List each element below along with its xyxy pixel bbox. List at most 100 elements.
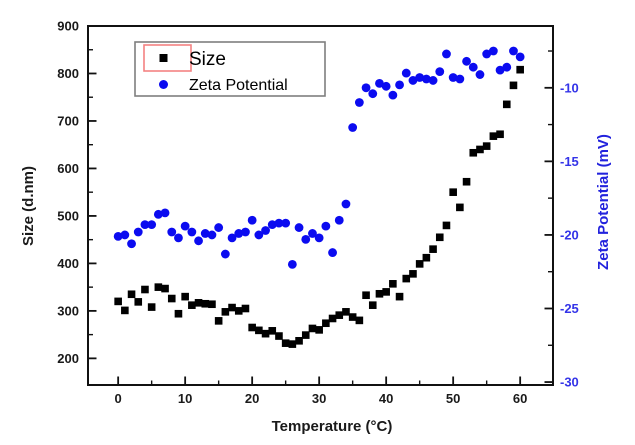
x-axis-tick-label: 0 — [115, 391, 122, 406]
y-right-tick-label: -15 — [560, 154, 579, 169]
zeta-data-point — [274, 218, 284, 228]
size-data-point — [462, 177, 471, 186]
zeta-data-point — [187, 227, 197, 237]
size-data-point — [402, 274, 411, 283]
zeta-data-point — [214, 223, 224, 232]
x-axis-tick-label: 40 — [379, 391, 393, 406]
x-axis-tick-label: 20 — [245, 391, 259, 406]
zeta-data-point — [509, 46, 518, 56]
size-data-point — [315, 326, 323, 334]
plot-frame — [87, 25, 554, 386]
size-data-point — [382, 288, 390, 296]
size-data-point — [342, 308, 350, 316]
zeta-data-point — [428, 76, 438, 85]
size-data-point — [456, 203, 464, 212]
size-data-point — [281, 339, 290, 347]
zeta-data-point — [267, 220, 277, 230]
size-data-point — [127, 290, 136, 299]
zeta-data-point — [227, 233, 237, 243]
zeta-data-point — [194, 236, 203, 246]
zeta-data-point — [301, 234, 311, 244]
size-data-point — [335, 311, 344, 319]
zeta-data-point — [113, 231, 123, 241]
zeta-data-point — [361, 83, 371, 93]
zeta-data-point — [200, 229, 210, 238]
size-data-point — [422, 253, 431, 262]
size-data-point — [348, 313, 357, 321]
zeta-data-point — [448, 73, 458, 82]
zeta-data-point — [388, 90, 398, 100]
zeta-data-point — [375, 78, 384, 88]
size-data-point — [375, 289, 384, 298]
zeta-data-point — [395, 80, 404, 90]
zeta-data-point — [475, 70, 485, 79]
size-data-point — [476, 145, 484, 154]
zeta-data-point — [401, 68, 411, 78]
zeta-data-point — [133, 227, 143, 237]
legend-zeta-marker — [159, 80, 168, 89]
y-left-tick-label: 700 — [57, 113, 79, 128]
size-data-point — [268, 327, 277, 335]
y-left-axis-title: Size (d.nm) — [20, 166, 37, 246]
size-data-point — [214, 317, 223, 325]
zeta-data-point — [160, 208, 170, 218]
size-data-point — [449, 188, 457, 196]
zeta-data-point — [495, 65, 505, 75]
size-data-point — [275, 332, 283, 340]
zeta-data-point — [314, 233, 324, 243]
zeta-data-point — [415, 73, 425, 82]
size-data-point — [489, 132, 498, 140]
y-left-tick-label: 300 — [57, 303, 79, 318]
size-data-point — [301, 331, 310, 339]
x-axis-tick-label: 10 — [178, 391, 192, 406]
size-data-point — [389, 280, 397, 288]
zeta-data-point — [234, 229, 244, 238]
zeta-data-point — [294, 223, 304, 232]
size-data-point — [435, 233, 444, 242]
zeta-data-point — [153, 209, 163, 219]
zeta-data-point — [254, 230, 264, 240]
size-data-point — [181, 292, 189, 301]
y-right-axis-title: Zeta Potential (mV) — [595, 134, 612, 270]
zeta-data-point — [421, 74, 431, 84]
zeta-data-point — [321, 221, 331, 231]
zeta-data-point — [515, 52, 525, 62]
zeta-data-point — [120, 230, 130, 240]
size-data-point — [288, 340, 297, 348]
zeta-data-point — [341, 199, 351, 209]
zeta-data-point — [348, 123, 358, 132]
size-data-point — [308, 324, 317, 333]
zeta-data-point — [354, 98, 364, 107]
zeta-data-point — [241, 227, 250, 237]
zeta-data-point — [207, 230, 217, 240]
size-data-point — [114, 297, 122, 306]
size-data-point — [295, 336, 303, 345]
x-axis-tick-label: 60 — [513, 391, 527, 406]
size-data-point — [482, 142, 491, 150]
x-axis-title: Temperature (°C) — [272, 418, 393, 435]
size-data-point — [409, 270, 417, 278]
legend-label-zeta-potential: Zeta Potential — [189, 77, 288, 94]
size-data-point — [188, 301, 196, 309]
size-data-point — [208, 300, 216, 309]
size-data-point — [328, 314, 337, 323]
x-axis-tick-label: 30 — [312, 391, 326, 406]
zeta-data-point — [435, 67, 445, 77]
zeta-data-point — [328, 248, 337, 257]
y-right-tick-label: -20 — [560, 227, 579, 242]
zeta-data-point — [468, 62, 478, 72]
y-right-tick-label: -30 — [560, 375, 579, 390]
x-axis-tick-label: 50 — [446, 391, 460, 406]
zeta-data-point — [502, 62, 512, 72]
y-right-tick-label: -10 — [560, 80, 579, 95]
size-data-point — [415, 260, 424, 268]
zeta-data-point — [408, 76, 418, 85]
zeta-data-point — [167, 227, 177, 237]
y-left-tick-label: 600 — [57, 161, 79, 176]
zeta-data-point — [220, 249, 230, 259]
size-data-point — [395, 292, 404, 301]
size-data-point — [496, 130, 504, 139]
zeta-data-point — [455, 74, 465, 84]
